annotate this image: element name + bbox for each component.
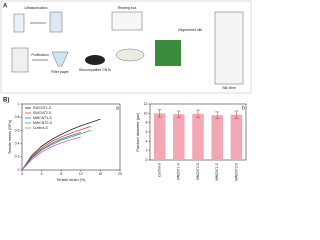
line-series <box>21 126 91 171</box>
funnel <box>51 51 69 67</box>
x-tick-label: 0 <box>21 172 23 176</box>
legend-label: MWCNT1-S <box>33 116 53 120</box>
y-tick-label: 0 <box>146 158 148 162</box>
rearing-box <box>111 11 143 31</box>
tubes <box>11 47 29 73</box>
plot-frame <box>21 103 121 171</box>
schematic: A Ultrasonication Purification Filter pa… <box>0 0 252 94</box>
line-series <box>21 136 81 171</box>
line-series <box>21 130 91 171</box>
panel-label: B) <box>3 98 9 104</box>
x-tick-label: Control-S <box>157 162 161 177</box>
bar <box>230 114 243 160</box>
y-tick-label: 2 <box>146 149 148 153</box>
bar <box>192 113 204 160</box>
legend-label: Control-S <box>33 126 48 130</box>
bar <box>153 113 166 160</box>
y-tick-label: 12 <box>144 102 148 106</box>
error-bar <box>157 109 162 118</box>
y-tick-label: 0.6 <box>15 128 20 132</box>
error-bar <box>176 110 181 118</box>
y-tick-label: 6 <box>146 130 148 134</box>
legend-label: SWCNT2-S <box>33 111 52 115</box>
x-tick-label: MWCNT1-S <box>215 162 219 181</box>
x-tick-label: SWCNT1-S <box>177 162 181 180</box>
x-tick-label: 8 <box>60 172 62 176</box>
panel-label: A <box>3 4 8 10</box>
legend-label: SWCNT1-S <box>33 106 52 110</box>
y-tick-label: 0 <box>18 168 20 172</box>
y-tick-label: 0.8 <box>15 115 20 119</box>
silkworm <box>115 48 145 62</box>
schematic-label: Filter paper <box>51 70 70 74</box>
schematic-label: Degummed silk <box>178 28 202 32</box>
beaker <box>13 13 25 33</box>
cnt-powder <box>85 55 105 65</box>
bar <box>211 115 223 160</box>
x-tick-label: 4 <box>41 172 43 176</box>
y-tick-label: 1 <box>18 102 20 106</box>
line-series <box>21 118 101 171</box>
y-tick-label: 10 <box>144 111 148 115</box>
x-axis-label: Tensile strain (%) <box>56 178 86 182</box>
silk-fibre-drum <box>214 11 244 85</box>
x-tick-label: 12 <box>79 172 83 176</box>
line-series <box>21 132 81 171</box>
y-axis-label: Tensile stress (GPa) <box>8 119 12 154</box>
panel-label: b <box>242 105 245 111</box>
bar <box>173 114 185 160</box>
schematic-label: Ultrasonication <box>24 6 47 10</box>
y-tick-label: 4 <box>146 139 148 143</box>
error-bar <box>234 110 239 119</box>
schematic-label: Silk fibre <box>222 86 235 90</box>
schematic-label: Rearing box <box>118 6 137 10</box>
x-tick-label: 20 <box>118 172 122 176</box>
sonicator <box>49 11 63 33</box>
legend-label: MWCNT2-S <box>33 121 53 125</box>
panel-label: a <box>116 105 119 111</box>
x-tick-label: 16 <box>98 172 102 176</box>
figure: A Ultrasonication Purification Filter pa… <box>0 0 252 182</box>
x-tick-label: SWCNT2-S <box>196 162 200 180</box>
y-tick-label: 0.4 <box>15 142 20 146</box>
y-axis-label: Fracture diameter (μm) <box>136 112 140 152</box>
error-bar <box>215 111 220 119</box>
schematic-label: Purification <box>31 53 48 57</box>
y-tick-label: 8 <box>146 121 148 125</box>
error-bar <box>196 109 200 118</box>
schematic-label: Biocompatible CNTs <box>79 68 111 72</box>
cocoon-photo <box>155 40 181 66</box>
y-tick-label: 0.2 <box>15 155 20 159</box>
x-tick-label: MWCNT2-S <box>234 162 238 181</box>
